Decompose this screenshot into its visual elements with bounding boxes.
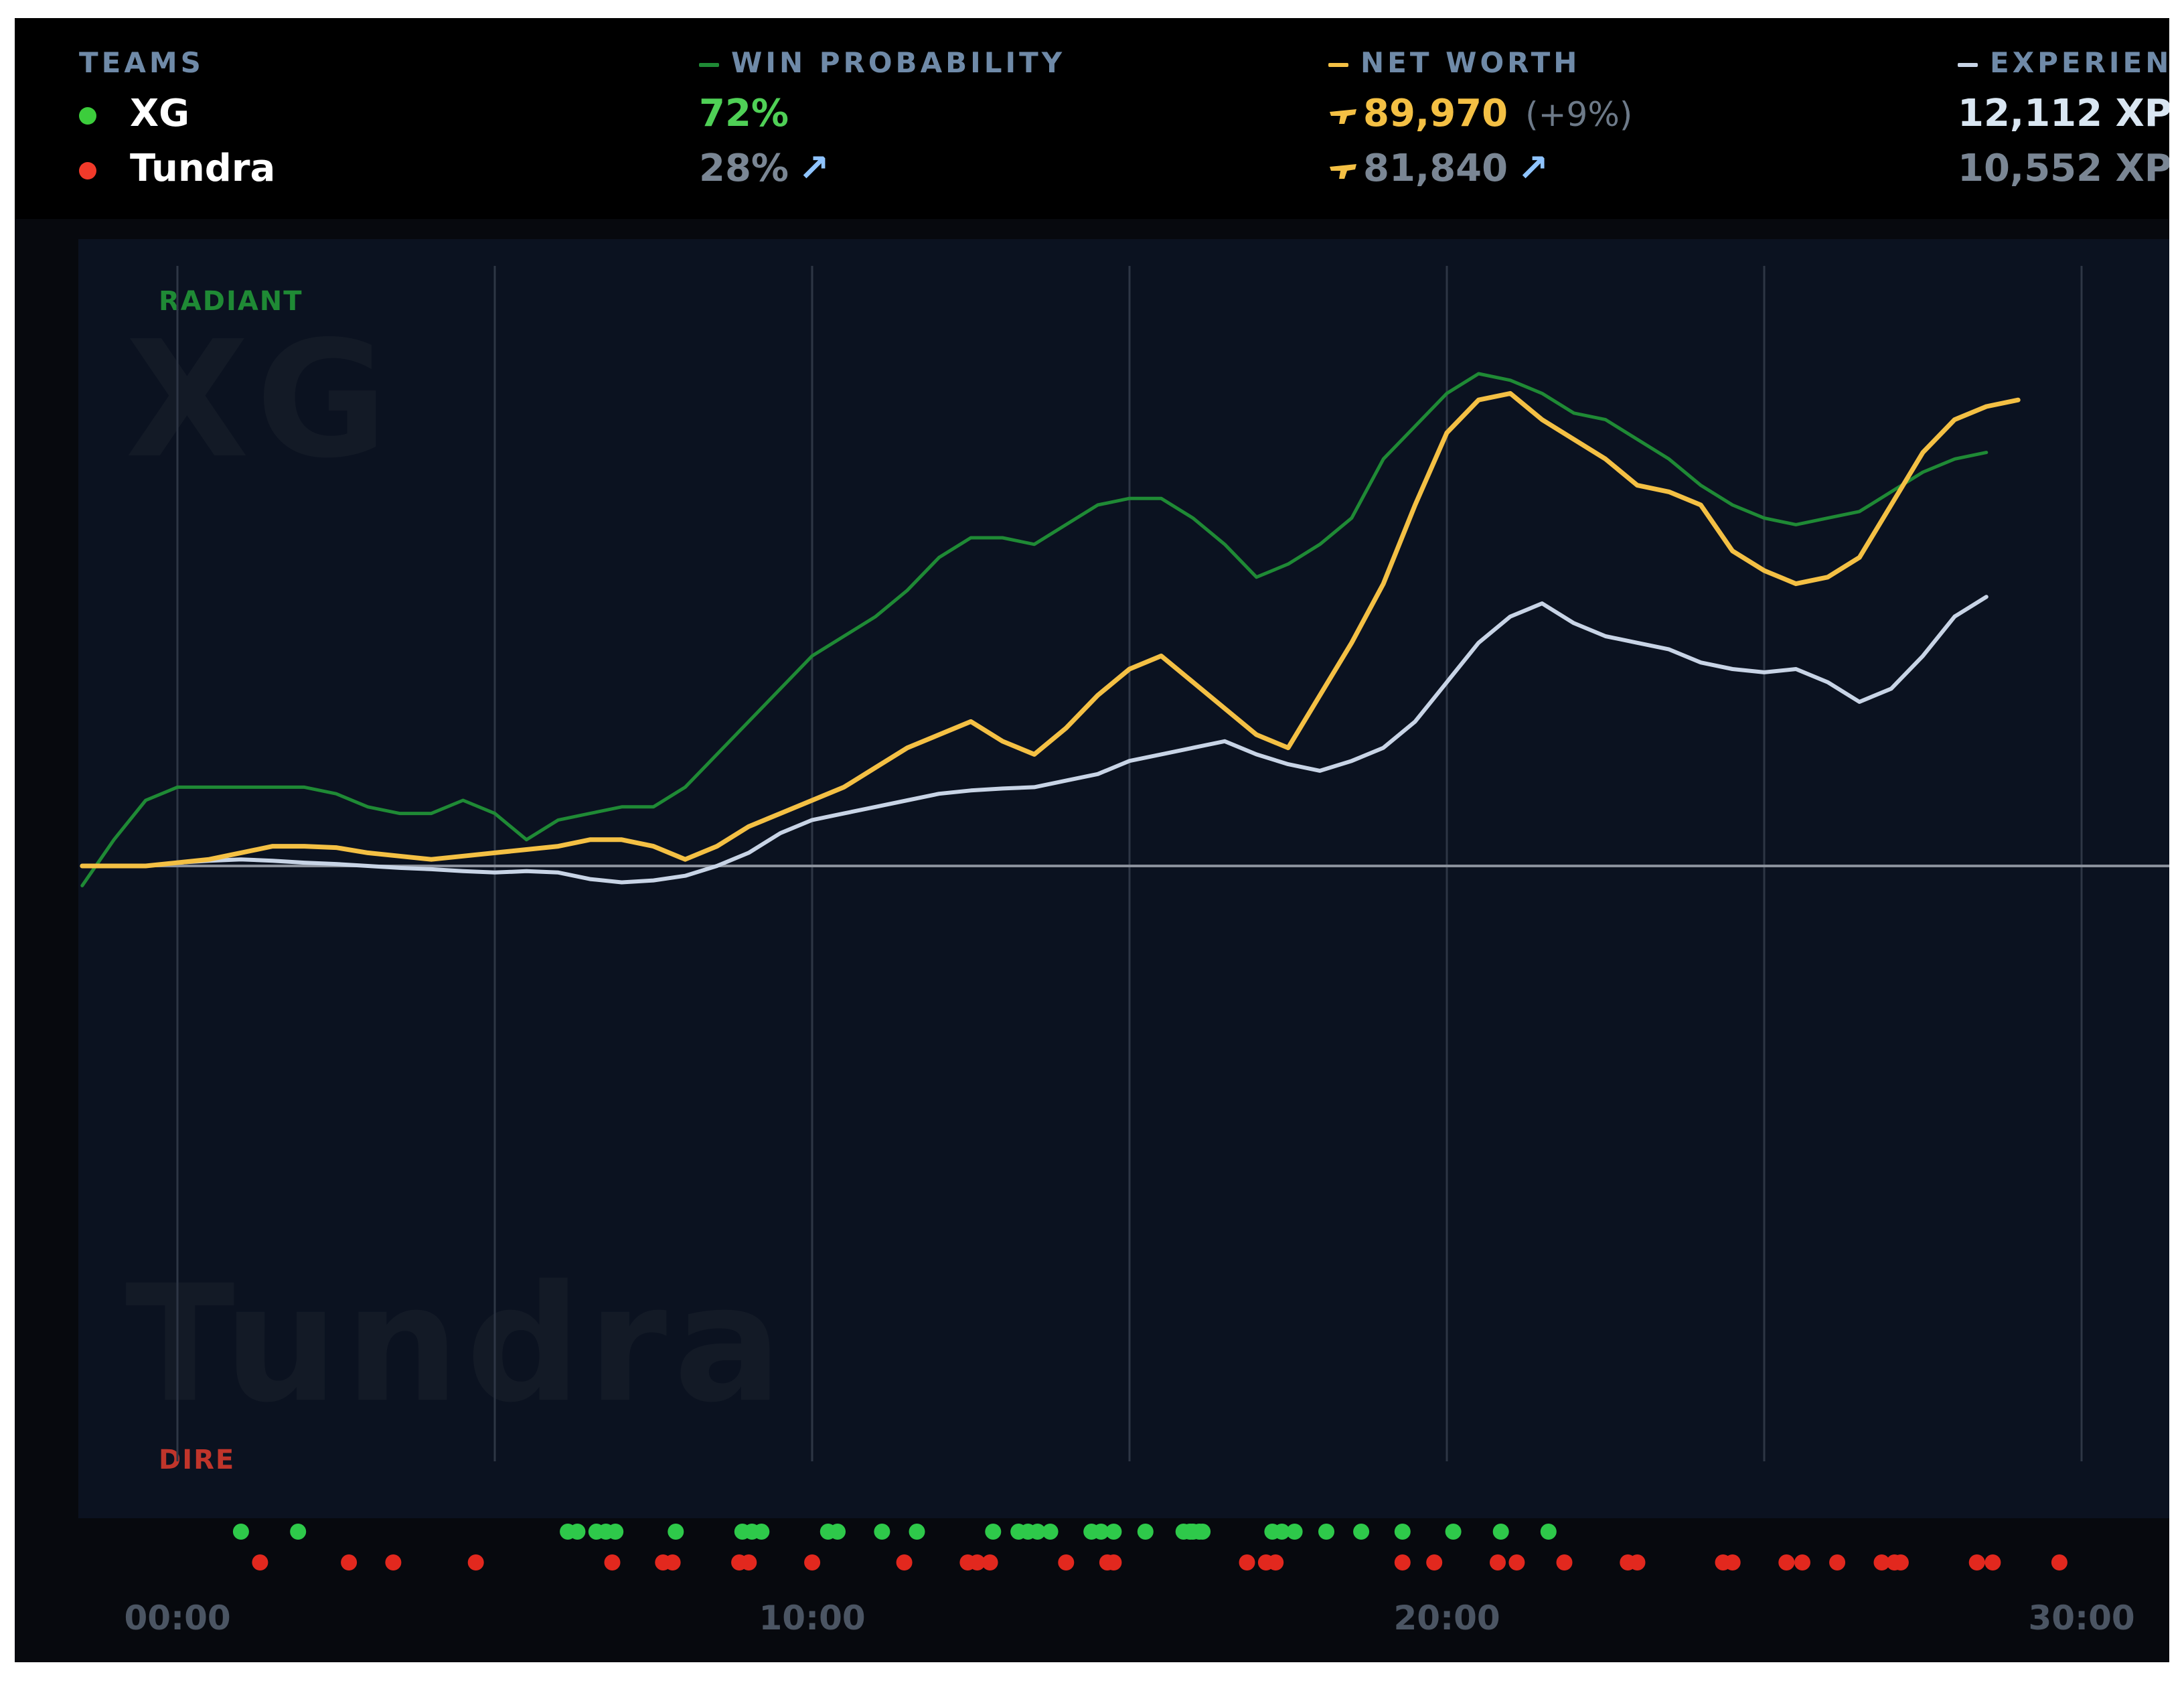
dire-kill-event	[1724, 1554, 1741, 1570]
graph-panel: TEAMS XG Tundra WIN PROBABILITY 72% 28% ↗…	[15, 18, 2169, 1662]
dire-kill-event	[604, 1554, 621, 1570]
dire-kill-event	[385, 1554, 402, 1570]
dire-kill-event	[1508, 1554, 1525, 1570]
dire-kill-event	[467, 1554, 484, 1570]
radiant-kill-event	[985, 1524, 1002, 1540]
dire-kill-event	[804, 1554, 821, 1570]
radiant-kill-event	[1194, 1524, 1211, 1540]
x-tick-label: 00:00	[124, 1599, 231, 1637]
dire-kill-event	[1394, 1554, 1411, 1570]
xp-legend-swatch	[1958, 62, 1978, 67]
dire-label: DIRE	[159, 1445, 236, 1475]
trend-arrow-icon: ↗	[1517, 147, 1549, 190]
radiant-kill-event	[607, 1524, 624, 1540]
experience-label: EXPERIEN	[1958, 46, 2169, 79]
net-worth-tundra: 81,840 ↗	[1328, 147, 1549, 190]
win-xg: 72%	[699, 92, 789, 135]
radiant-kill-event	[1042, 1524, 1059, 1540]
dire-kill-event	[1892, 1554, 1909, 1570]
xg-dot-icon	[79, 106, 96, 125]
plot-area: XG Tundra RADIANT DIRE	[78, 239, 2169, 1518]
net-worth-change: (+9%)	[1525, 95, 1633, 134]
radiant-kill-event	[1492, 1524, 1509, 1540]
team-name-tundra: Tundra	[130, 147, 276, 190]
dire-kill-event	[896, 1554, 913, 1570]
dire-kill-event	[1490, 1554, 1506, 1570]
dire-kill-event	[664, 1554, 681, 1570]
radiant-kill-event	[830, 1524, 846, 1540]
win-legend-swatch	[699, 62, 719, 67]
radiant-kill-event	[569, 1524, 586, 1540]
dire-kill-event	[969, 1554, 986, 1570]
radiant-kill-event	[874, 1524, 890, 1540]
x-tick-label: 20:00	[1393, 1599, 1500, 1637]
xp-tundra: 10,552 XP	[1958, 147, 2169, 190]
teams-label: TEAMS	[79, 46, 204, 79]
watermark-bottom: Tundra	[125, 1250, 789, 1438]
radiant-kill-event	[1137, 1524, 1154, 1540]
dire-kill-event	[1629, 1554, 1646, 1570]
team-row-xg: XG	[79, 92, 189, 135]
watermark-top: XG	[125, 306, 395, 494]
x-tick-label: 10:00	[759, 1599, 866, 1637]
gold-icon	[1330, 163, 1356, 179]
dire-kill-event	[1968, 1554, 1985, 1570]
net-worth-label: NET WORTH	[1328, 46, 1580, 79]
dire-kill-event	[1058, 1554, 1075, 1570]
radiant-kill-event	[290, 1524, 307, 1540]
stats-header: TEAMS XG Tundra WIN PROBABILITY 72% 28% ↗…	[15, 18, 2169, 219]
radiant-kill-event	[1353, 1524, 1370, 1540]
dire-kill-event	[1239, 1554, 1255, 1570]
radiant-kill-event	[668, 1524, 684, 1540]
dire-kill-event	[2051, 1554, 2068, 1570]
nw-legend-swatch	[1328, 62, 1348, 67]
radiant-kill-event	[232, 1524, 249, 1540]
dire-kill-event	[1556, 1554, 1573, 1570]
dire-kill-event	[1267, 1554, 1284, 1570]
dire-kill-event	[1794, 1554, 1810, 1570]
radiant-kill-event	[1273, 1524, 1290, 1540]
dire-kill-event	[740, 1554, 757, 1570]
radiant-kill-event	[1540, 1524, 1557, 1540]
win-tundra: 28% ↗	[699, 147, 830, 190]
tundra-dot-icon	[79, 161, 96, 179]
radiant-label: RADIANT	[159, 286, 303, 317]
dire-kill-event	[1426, 1554, 1443, 1570]
trend-arrow-icon: ↗	[798, 147, 830, 190]
dire-kill-event	[1829, 1554, 1846, 1570]
gold-icon	[1330, 108, 1356, 124]
radiant-kill-event	[1318, 1524, 1334, 1540]
radiant-kill-event	[1029, 1524, 1046, 1540]
chart-svg	[80, 266, 2169, 1570]
series-line-net-worth	[80, 390, 2021, 869]
dire-kill-event	[341, 1554, 358, 1570]
team-name-xg: XG	[130, 92, 190, 135]
radiant-kill-event	[1093, 1524, 1109, 1540]
series-line-experience	[80, 595, 1988, 885]
series-line-win-probability	[80, 372, 1988, 887]
dire-kill-event	[1984, 1554, 2001, 1570]
radiant-kill-event	[1445, 1524, 1462, 1540]
x-tick-label: 30:00	[2028, 1599, 2135, 1637]
team-row-tundra: Tundra	[79, 147, 275, 190]
net-worth-xg: 89,970 (+9%)	[1328, 92, 1632, 135]
xp-xg: 12,112 XP	[1958, 92, 2169, 135]
dire-kill-event	[1778, 1554, 1795, 1570]
dire-kill-event	[1873, 1554, 1890, 1570]
radiant-kill-event	[1105, 1524, 1122, 1540]
radiant-kill-event	[909, 1524, 925, 1540]
dire-kill-event	[252, 1554, 268, 1570]
dire-kill-event	[1105, 1554, 1122, 1570]
radiant-kill-event	[1182, 1524, 1198, 1540]
win-probability-label: WIN PROBABILITY	[699, 46, 1065, 79]
radiant-kill-event	[1286, 1524, 1303, 1540]
radiant-kill-event	[1394, 1524, 1411, 1540]
radiant-kill-event	[753, 1524, 770, 1540]
dire-kill-event	[982, 1554, 998, 1570]
